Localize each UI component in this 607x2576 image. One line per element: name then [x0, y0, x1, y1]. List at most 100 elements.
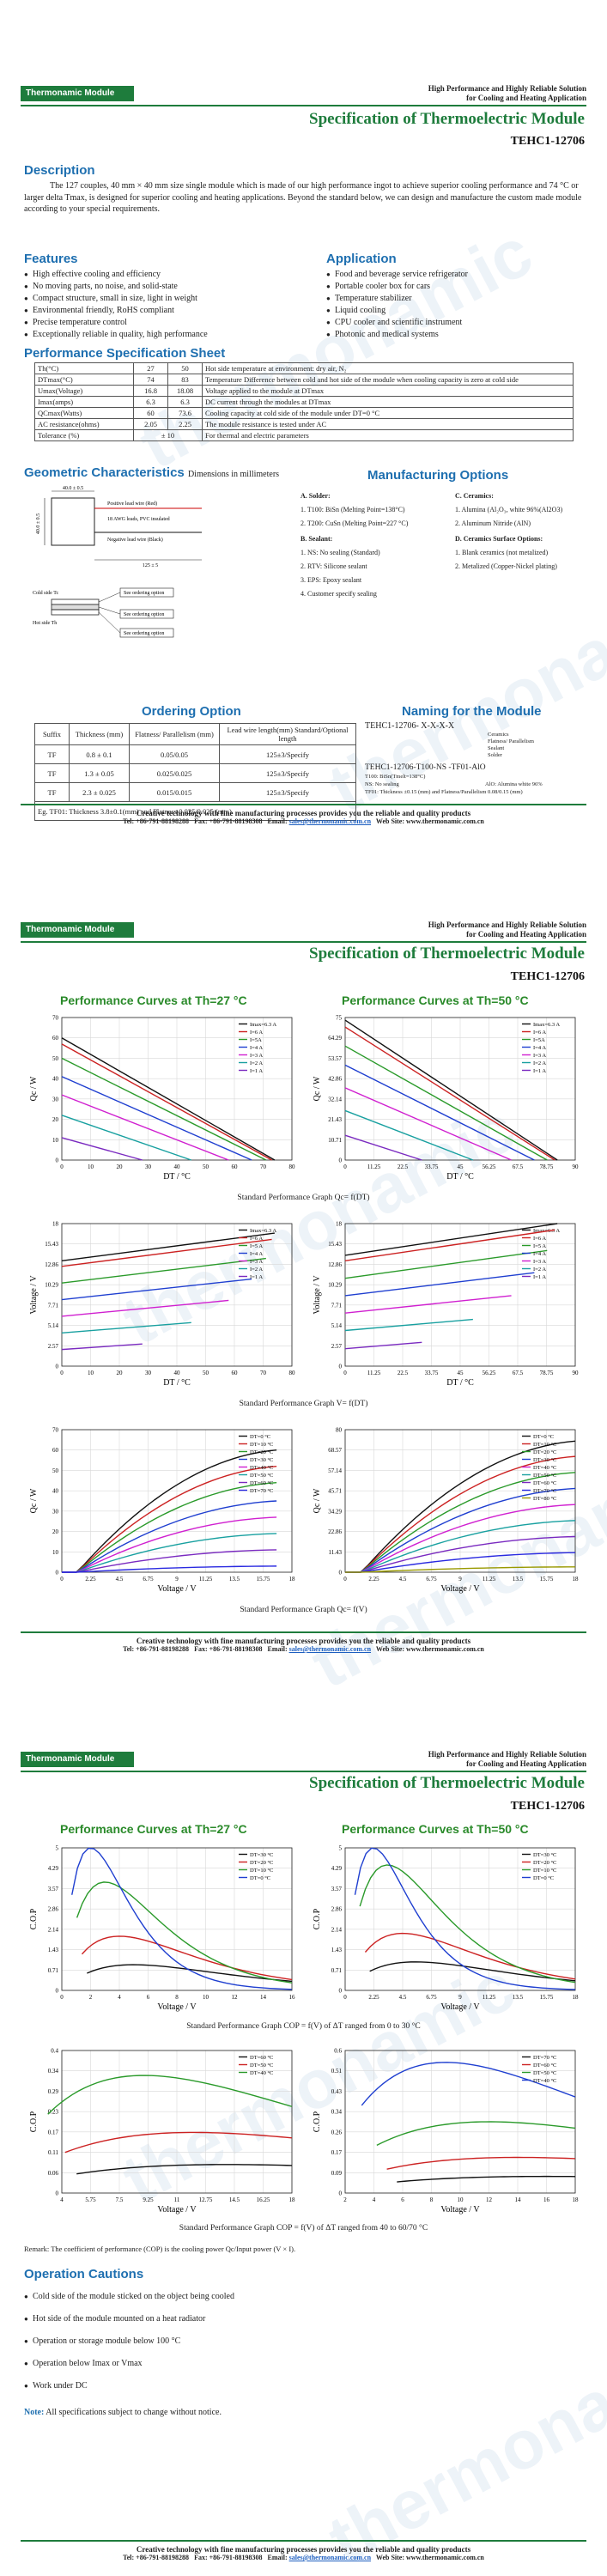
legend-label: I=1 A [250, 1274, 263, 1280]
list-item: Exceptionally reliable in quality, high … [24, 329, 299, 341]
legend-label: DT=30 °C [250, 1852, 273, 1858]
x-axis-label: DT / °C [446, 1172, 474, 1182]
legend-label: I=3 A [250, 1053, 263, 1059]
caption-qc-v: Standard Performance Graph Qc= f(V) [240, 1606, 367, 1614]
x-tick-label: 60 [232, 1163, 239, 1170]
table-cell: 50 [167, 362, 203, 374]
footer: Creative technology with fine manufactur… [21, 1631, 586, 1653]
caption-qc-dt: Standard Performance Graph Qc= f(DT) [237, 1194, 370, 1202]
series-line [345, 1535, 576, 1573]
perf-spec-table: Th(°C) 27 50 Hot side temperature at enviro… [34, 362, 574, 441]
list-item: Portable cooler box for cars [326, 281, 584, 293]
series-line [344, 1045, 548, 1161]
x-tick-label: 13.5 [229, 1576, 240, 1583]
x-tick-label: 10 [88, 1370, 94, 1376]
note: Note: All specifications subject to chan… [24, 2407, 222, 2419]
footer-email-link[interactable]: sales@thermonamic.com.cn [288, 817, 372, 825]
y-tick-label: 0 [339, 1364, 343, 1370]
x-tick-label: 4 [373, 2196, 376, 2203]
y-tick-label: 50 [52, 1467, 59, 1474]
x-tick-label: 16 [289, 1994, 296, 2001]
table-cell: 0.05/0.05 [129, 744, 220, 764]
list-item: 1. T100: BiSn (Melting Point=138°C) [300, 506, 405, 513]
table-cell: DTmax(°C) [34, 374, 134, 386]
y-axis-label: Voltage / V [29, 1275, 39, 1315]
list-item: 2. RTV: Silicone sealant [300, 562, 367, 570]
y-tick-label: 1.43 [331, 1947, 343, 1953]
legend-label: DT=0 °C [533, 1875, 554, 1881]
list-item: 1. NS: No sealing (Standard) [300, 549, 380, 556]
list-item: 1. Blank ceramics (not metalized) [455, 549, 549, 556]
table-cell: 125±3/Specify [219, 744, 356, 764]
y-tick-label: 2.57 [331, 1343, 343, 1350]
mfg-options-right: C. Ceramics: 1. Alumina (Al₂O₃, white 96… [455, 491, 592, 572]
x-tick-label: 80 [289, 1163, 296, 1170]
legend-label: I=5 A [533, 1243, 546, 1249]
footer-email-link[interactable]: sales@thermonamic.com.cn [288, 1645, 372, 1653]
legend-label: DT=50 °C [533, 2070, 556, 2076]
naming-example: TEHC1-12706-T100-NS -TF01-AlO [365, 763, 486, 772]
y-tick-label: 42.86 [328, 1076, 342, 1083]
table-cell: 2.25 [167, 418, 203, 430]
legend-label: DT=50 °C [250, 2063, 273, 2069]
y-tick-label: 45.71 [328, 1488, 342, 1495]
geo-heading: Geometric Characteristics Dimensions in … [24, 465, 279, 480]
y-tick-label: 57.14 [328, 1467, 342, 1474]
y-tick-label: 10 [52, 1549, 59, 1556]
legend-label: I=6 A [250, 1236, 263, 1242]
x-tick-label: 50 [203, 1163, 209, 1170]
series-line [71, 1847, 293, 1990]
x-tick-label: 12 [232, 1994, 239, 2001]
tagline-line-1: High Performance and Highly Reliable Sol… [428, 1750, 586, 1759]
x-tick-label: 0 [60, 1994, 64, 2001]
dim-side: 40.0 ± 0.5 [36, 513, 41, 534]
x-tick-label: 0 [343, 1576, 347, 1583]
x-tick-label: 16 [543, 2196, 550, 2203]
cop-chart-50-high: 2 4 6 8 10 12 14 16 18 0 0.09 0.17 0.26 0.34 0.43 0.51 0… [313, 2048, 579, 2215]
legend-label: I=4 A [533, 1045, 546, 1051]
y-tick-label: 60 [52, 1447, 59, 1454]
y-tick-label: 0 [339, 1988, 343, 1995]
x-tick-label: 10 [88, 1163, 94, 1170]
y-tick-label: 40 [52, 1076, 59, 1083]
series-line [61, 1076, 252, 1161]
list-item: CPU cooler and scientific instrument [326, 317, 584, 329]
series-line [344, 1272, 535, 1297]
y-tick-label: 0.4 [51, 2048, 58, 2055]
col-header: Suffix [34, 723, 70, 745]
y-tick-label: 18 [52, 1221, 59, 1228]
dim-wire: 125 ± 5 [143, 563, 158, 568]
legend-label: I=5 A [250, 1243, 263, 1249]
qc-dt-chart-27: 0 10 20 30 40 50 60 70 80 0 10 20 30 40 50 60 70 DT / °C Q… [29, 1015, 296, 1182]
application-heading: Application [326, 252, 397, 266]
y-tick-label: 5 [56, 1845, 59, 1852]
brand-bar: Thermonamic Module [21, 922, 134, 938]
series-line [87, 1964, 293, 1983]
footer: Creative technology with fine manufactur… [21, 2540, 586, 2561]
ceramics-heading: C. Ceramics: [455, 492, 494, 500]
naming-parts: Ceramics Flatness/ Parallelism Sealant S… [488, 732, 534, 759]
curves-heading-left: Performance Curves at Th=27 °C [60, 1822, 247, 1836]
list-item: Liquid cooling [326, 305, 584, 317]
series-line [61, 1238, 272, 1267]
caption-cop-low: Standard Performance Graph COP = f(V) of… [186, 2022, 421, 2031]
series-line [344, 1026, 555, 1161]
y-axis-label: C.O.P [313, 2111, 322, 2132]
y-tick-label: 2.86 [331, 1906, 343, 1913]
footer-email-label: Email: [267, 1645, 288, 1653]
surface-heading: D. Ceramics Surface Options: [455, 535, 543, 543]
page-1: thermonamic thermonamic Thermonamic Modu… [0, 0, 607, 859]
brand-bar: Thermonamic Module [21, 1752, 134, 1767]
sealant-heading: B. Sealant: [300, 535, 333, 543]
legend-label: DT=10 °C [533, 1868, 556, 1874]
col-header: Flatness/ Parallelism (mm) [129, 723, 220, 745]
mfg-options-left: A. Solder: 1. T100: BiSn (Melting Point=… [300, 491, 451, 599]
table-cell: Cooling capacity at cold side of the mod… [202, 407, 574, 419]
series-line [47, 2075, 293, 2115]
footer-email-link[interactable]: sales@thermonamic.com.cn [288, 2554, 372, 2561]
footer-slogan: Creative technology with fine manufactur… [136, 2545, 471, 2554]
series-line [344, 1318, 473, 1332]
naming-heading: Naming for the Module [402, 704, 542, 719]
lead-label-3: Negative lead wire (Black) [107, 537, 163, 543]
x-tick-label: 20 [117, 1370, 124, 1376]
